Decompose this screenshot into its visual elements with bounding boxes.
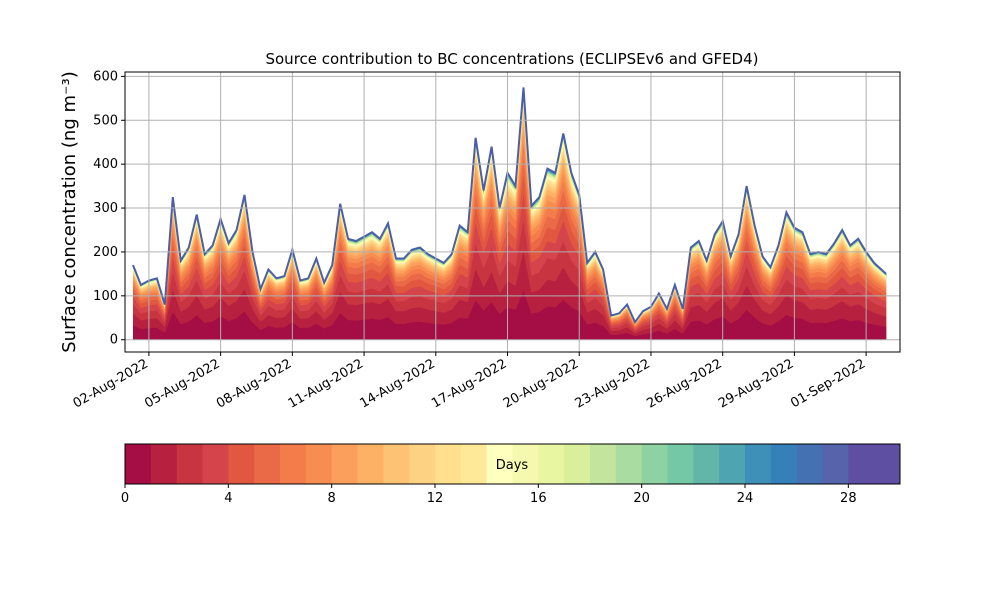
colorbar-segment <box>228 444 255 484</box>
colorbar-tick-label: 16 <box>530 491 547 506</box>
colorbar-segment <box>693 444 720 484</box>
x-tick-label: 20-Aug-2022 <box>501 356 581 411</box>
colorbar-tick-label: 8 <box>328 491 336 506</box>
y-tick-label: 400 <box>93 157 118 172</box>
y-tick-label: 600 <box>93 69 118 84</box>
colorbar-segment <box>512 444 539 484</box>
stacked-area-layers <box>132 87 887 340</box>
y-tick-label: 300 <box>93 201 118 216</box>
colorbar-segment <box>538 444 565 484</box>
colorbar-segment <box>125 444 152 484</box>
y-tick-label: 500 <box>93 113 118 128</box>
colorbar-tick-label: 20 <box>633 491 650 506</box>
colorbar-segment <box>460 444 488 484</box>
x-tick-label: 01-Sep-2022 <box>788 356 868 411</box>
y-axis-label: Surface concentration (ng m⁻³) <box>59 71 80 353</box>
colorbar-segment <box>745 444 772 484</box>
colorbar-segment <box>305 444 333 484</box>
x-tick-label: 05-Aug-2022 <box>142 356 222 411</box>
colorbar-segment <box>254 444 281 484</box>
colorbar-tick-label: 24 <box>737 491 754 506</box>
y-axis: 0 100 200 300 400 500 600 <box>93 69 125 348</box>
colorbar-segment <box>590 444 617 484</box>
colorbar-segment <box>435 444 462 484</box>
x-axis: 02-Aug-202205-Aug-202208-Aug-202211-Aug-… <box>71 352 868 412</box>
x-tick-label: 26-Aug-2022 <box>644 356 724 411</box>
colorbar-tick-label: 28 <box>840 491 857 506</box>
colorbar <box>124 443 901 485</box>
x-tick-label: 02-Aug-2022 <box>71 356 151 411</box>
colorbar-segment <box>770 444 798 484</box>
colorbar-frame <box>124 443 901 485</box>
colorbar-segment <box>719 444 746 484</box>
plot-frame <box>124 71 901 353</box>
colorbar-segment <box>357 444 384 484</box>
colorbar-ticks: 0 4 8 12 16 20 24 28 <box>121 484 857 506</box>
colorbar-segment <box>564 444 591 484</box>
colorbar-segment <box>202 444 229 484</box>
y-tick-label: 200 <box>93 245 118 260</box>
x-tick-label: 14-Aug-2022 <box>357 356 437 411</box>
colorbar-segment <box>874 444 901 484</box>
colorbar-segment <box>796 444 823 484</box>
colorbar-segment <box>176 444 203 484</box>
y-tick-label: 100 <box>93 289 118 304</box>
colorbar-tick-label: 4 <box>224 491 232 506</box>
colorbar-segment <box>150 444 178 484</box>
colorbar-segment <box>615 444 643 484</box>
x-tick-label: 17-Aug-2022 <box>429 356 509 411</box>
colorbar-label: Days <box>496 458 529 473</box>
colorbar-tick-label: 12 <box>427 491 444 506</box>
colorbar-segment <box>383 444 410 484</box>
x-tick-label: 11-Aug-2022 <box>286 356 366 411</box>
x-tick-label: 08-Aug-2022 <box>214 356 294 411</box>
x-tick-label: 23-Aug-2022 <box>573 356 653 411</box>
colorbar-segment <box>331 444 358 484</box>
colorbar-segment <box>641 444 668 484</box>
x-tick-label: 29-Aug-2022 <box>716 356 796 411</box>
colorbar-tick-label: 0 <box>121 491 129 506</box>
colorbar-segment <box>848 444 875 484</box>
colorbar-segment <box>486 444 513 484</box>
chart-title: Source contribution to BC concentrations… <box>265 50 758 68</box>
colorbar-segment <box>280 444 307 484</box>
colorbar-segment <box>409 444 436 484</box>
area-layer-day-0 <box>133 290 887 340</box>
colorbar-segment <box>667 444 694 484</box>
y-tick-label: 0 <box>110 333 118 348</box>
colorbar-segment <box>822 444 849 484</box>
grid-lines <box>125 72 900 352</box>
